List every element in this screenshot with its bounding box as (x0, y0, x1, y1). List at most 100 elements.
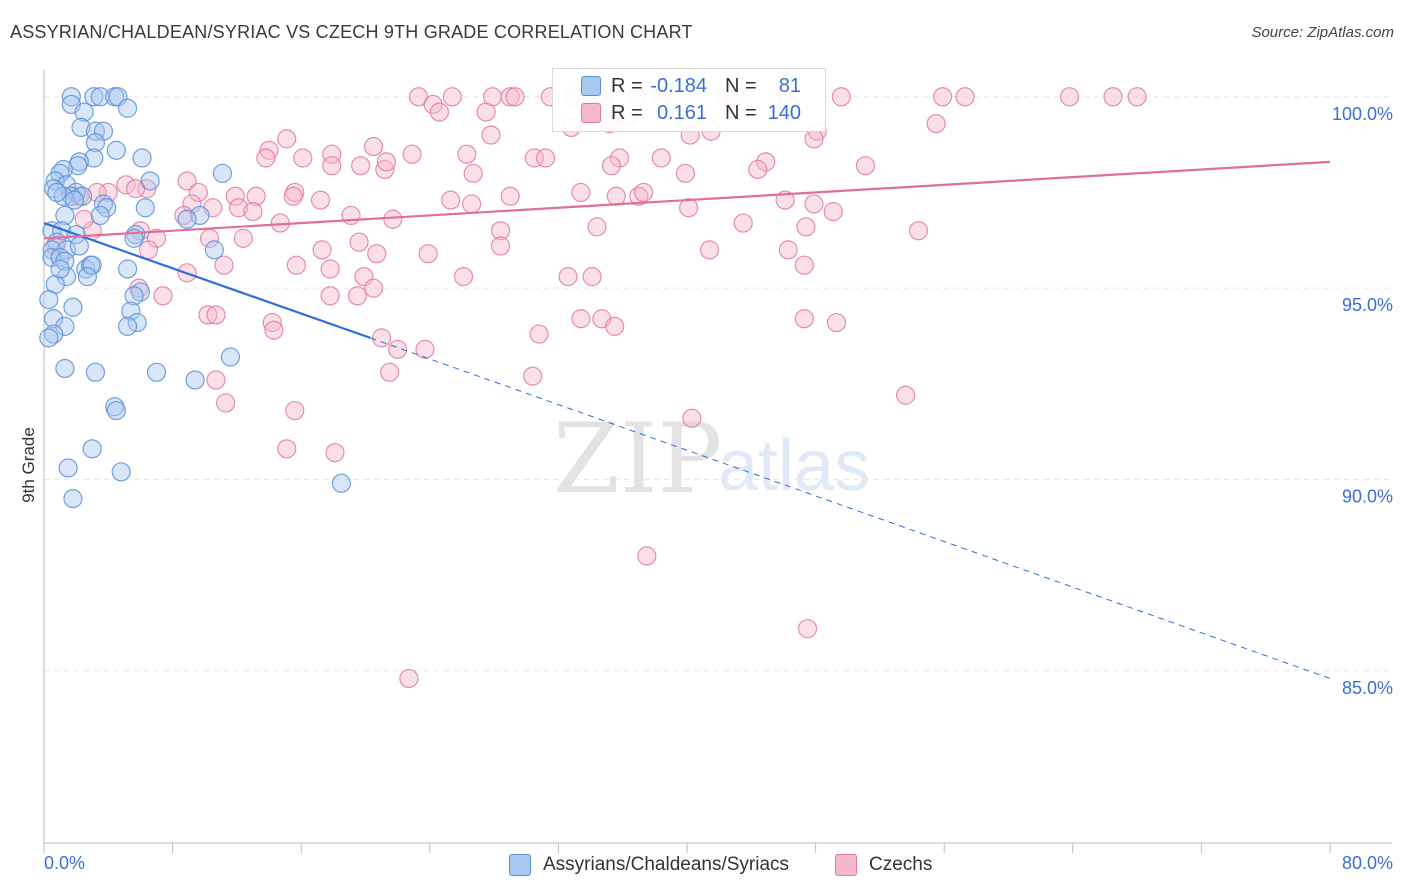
legend-r-value: -0.184 (650, 74, 707, 97)
y-tick-label: 95.0% (1342, 295, 1393, 315)
assyrian-point (90, 205, 110, 226)
legend-swatch-czech (581, 103, 601, 123)
czech-point (380, 362, 400, 382)
assyrian-point (58, 458, 78, 478)
czech-point (225, 186, 245, 206)
series-label-czech: Czechs (869, 854, 933, 875)
czech-point (198, 305, 218, 325)
assyrian-point (177, 209, 197, 229)
czech-point (322, 156, 342, 176)
assyrian-point (117, 98, 138, 118)
czech-point (558, 267, 578, 287)
assyrian-point (69, 236, 89, 256)
tick-labels: 100.0% 95.0% 90.0% 85.0% 0.0% 80.0% (44, 104, 1393, 873)
czech-point (429, 102, 450, 122)
czech-points (45, 87, 1147, 689)
czech-point (453, 267, 474, 287)
czech-point (529, 324, 549, 344)
czech-point (98, 182, 118, 203)
czech-point (682, 408, 702, 428)
series-swatch-czech (835, 854, 857, 876)
assyrian-point (185, 370, 205, 390)
assyrian-point (212, 163, 233, 183)
czech-point (733, 213, 753, 233)
czech-point (855, 156, 876, 176)
legend-r-label: R = (611, 101, 643, 124)
czech-point (312, 240, 332, 260)
czech-point (153, 286, 173, 306)
legend-n-label: N = (725, 101, 757, 124)
series-legend-czech: Czechs (835, 852, 932, 878)
czech-point (523, 366, 543, 386)
assyrian-point (42, 221, 62, 241)
assyrian-point (106, 140, 126, 160)
czech-point (441, 190, 461, 210)
legend-r-label: R = (611, 74, 643, 97)
assyrian-point (85, 121, 106, 141)
assyrian-point (146, 362, 167, 382)
czech-point (463, 163, 483, 183)
assyrian-point (132, 148, 152, 168)
assyrian-point (71, 117, 91, 138)
czech-point (285, 400, 305, 421)
czech-point (363, 136, 384, 157)
assyrian-point (140, 171, 160, 191)
czech-point (388, 339, 408, 359)
czech-point (461, 194, 482, 214)
czech-point (804, 194, 824, 214)
assyrian-point (74, 102, 94, 122)
czech-point (188, 182, 208, 203)
czech-point (138, 240, 159, 260)
assyrian-point (111, 462, 131, 482)
assyrian-point (117, 316, 138, 336)
czech-point (794, 309, 814, 329)
assyrian-point (56, 175, 77, 195)
czech-point (206, 305, 226, 325)
czech-point (277, 129, 297, 149)
czech-point (206, 370, 226, 390)
assyrian-point (93, 121, 114, 141)
czech-point (1059, 87, 1080, 107)
czech-point (325, 443, 345, 463)
chart-title: ASSYRIAN/CHALDEAN/SYRIAC VS CZECH 9TH GR… (10, 22, 693, 42)
czech-point (293, 148, 313, 168)
assyrian-point (55, 316, 75, 336)
czech-point (286, 255, 306, 275)
assyrian-point (61, 87, 81, 107)
czech-point (418, 244, 438, 264)
czech-point (367, 244, 387, 264)
assyrian-point (77, 267, 98, 287)
assyrian-point (64, 190, 85, 210)
czech-point (1127, 87, 1147, 107)
czech-point (277, 439, 297, 459)
czech-point (233, 228, 253, 248)
legend-row-assyrian: R = -0.184 N = 81 (553, 73, 825, 99)
czech-point (116, 175, 136, 195)
stats-legend: R = -0.184 N = 81 R = 0.161 N = 140 (552, 68, 826, 132)
czech-point (442, 87, 462, 107)
czech-point (490, 221, 511, 241)
assyrian-point (55, 358, 75, 379)
czech-point (932, 87, 953, 107)
assyrian-point (135, 198, 155, 218)
czech-point (831, 87, 851, 107)
source-credit: Source: ZipAtlas.com (1251, 24, 1394, 41)
legend-r-value: 0.161 (656, 101, 707, 124)
assyrian-point (85, 133, 106, 153)
assyrian-point (55, 205, 75, 226)
assyrian-point (39, 328, 59, 348)
czech-point (637, 546, 657, 566)
assyrian-point (50, 259, 70, 279)
czech-point (264, 320, 284, 340)
assyrian-point (39, 290, 59, 310)
czech-point (320, 259, 340, 279)
czech-point (177, 171, 197, 191)
assyrian-point (220, 347, 241, 367)
watermark-atlas: atlas (718, 426, 870, 506)
x-tick-label: 0.0% (44, 853, 85, 873)
series-legend: Assyrians/Chaldeans/Syriacs Czechs (0, 852, 1406, 878)
assyrian-point (63, 488, 83, 509)
czech-point (322, 144, 342, 164)
czech-point (415, 339, 435, 359)
czech-point (320, 286, 340, 306)
